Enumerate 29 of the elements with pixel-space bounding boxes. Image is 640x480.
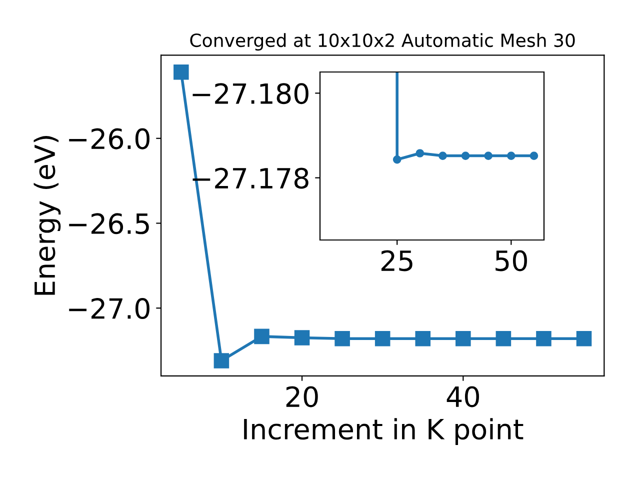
point <box>334 331 350 346</box>
point <box>576 331 592 346</box>
x-tick-label: 40 <box>446 386 479 408</box>
y-tick-label: −26.0 <box>69 128 150 150</box>
x-tick-label: 25 <box>381 250 412 272</box>
y-tick-label: −27.0 <box>69 298 150 320</box>
point <box>214 353 230 368</box>
point <box>530 152 538 160</box>
point <box>374 331 390 346</box>
point <box>416 149 424 158</box>
point <box>461 152 470 160</box>
point <box>438 152 447 160</box>
x-axis-title: Increment in K point <box>244 418 524 446</box>
point <box>496 331 512 346</box>
point <box>254 328 270 344</box>
point <box>484 152 493 160</box>
point <box>415 331 431 346</box>
point <box>392 155 402 164</box>
chart-title: Converged at 10x10x2 Automatic Mesh 30 <box>190 33 575 51</box>
x-tick-label: 50 <box>496 250 527 272</box>
point <box>294 330 310 346</box>
point <box>536 331 552 346</box>
point <box>456 331 471 346</box>
y-tick-label: −27.180 <box>192 83 308 104</box>
x-tick-label: 20 <box>286 386 318 408</box>
point <box>174 64 189 80</box>
y-tick-label: −26.5 <box>69 213 149 234</box>
point <box>506 152 516 160</box>
y-axis-title: Energy (eV) <box>34 136 61 295</box>
